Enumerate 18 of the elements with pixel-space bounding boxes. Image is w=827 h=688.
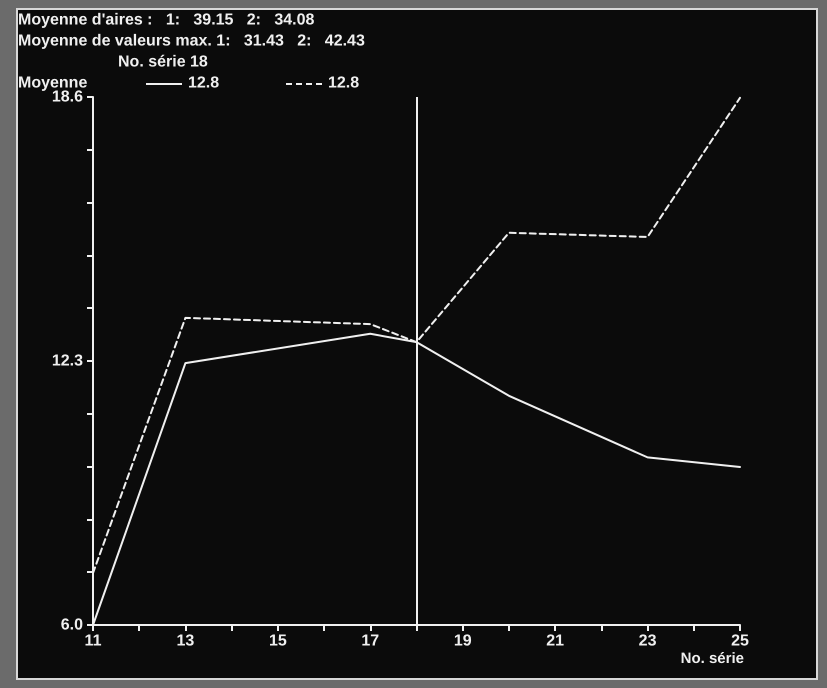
- x-tick-label: 13: [176, 632, 194, 650]
- text: Moyenne d'aires : 1: 39.15 2: 34.08: [18, 12, 314, 28]
- x-axis-title: No. série: [680, 650, 744, 667]
- x-tick-label: 15: [268, 632, 287, 650]
- x-tick-label: 25: [731, 632, 749, 650]
- legend-title: Moyenne: [18, 74, 88, 92]
- legend-label: 12.8: [188, 74, 220, 92]
- y-tick-label: 12.3: [52, 352, 84, 370]
- text: Moyenne de valeurs max. 1: 31.43 2: 42.43: [18, 32, 365, 50]
- text: No. série 18: [118, 54, 208, 70]
- x-tick-label: 11: [84, 632, 102, 650]
- x-tick-label: 23: [638, 632, 657, 650]
- y-tick-label: 18.6: [52, 88, 84, 106]
- x-tick-label: 17: [361, 632, 380, 650]
- legend-label: 12.8: [328, 74, 360, 92]
- x-tick-label: 21: [546, 632, 564, 650]
- x-tick-label: 19: [454, 632, 472, 650]
- y-tick-label: 6.0: [60, 616, 84, 634]
